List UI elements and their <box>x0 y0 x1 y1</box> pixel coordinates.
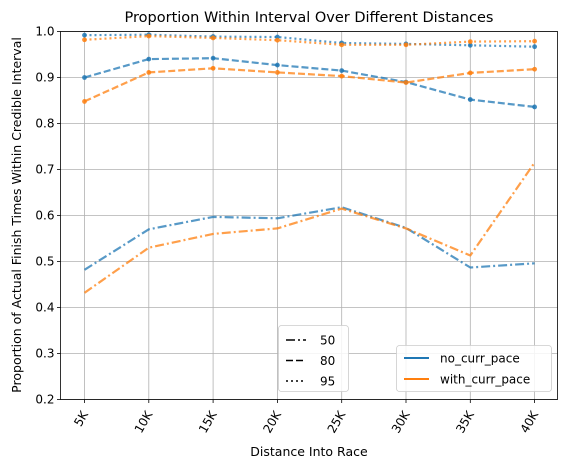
y-axis-label: Proportion of Actual Finish Times Within… <box>9 37 24 393</box>
data-point-with_curr_pace-80 <box>82 99 87 104</box>
y-tick-label: 0.7 <box>35 163 54 177</box>
series-line-with_curr_pace-95 <box>84 34 535 46</box>
data-point-no_curr_pace-80 <box>339 68 345 73</box>
y-tick-label: 0.3 <box>35 347 54 361</box>
data-point-no_curr_pace-95 <box>467 42 473 48</box>
y-tick-label: 0.6 <box>35 209 54 223</box>
data-point-no_curr_pace-80 <box>467 97 473 102</box>
data-point-with_curr_pace-95 <box>339 42 345 48</box>
x-tick-label: 15K <box>196 408 220 436</box>
legend-style-label: 80 <box>320 354 335 368</box>
y-tick-label: 1.0 <box>35 25 54 39</box>
y-tick-label: 0.2 <box>35 393 54 407</box>
data-point-with_curr_pace-95 <box>532 38 537 44</box>
x-axis-label: Distance Into Race <box>250 444 368 459</box>
x-tick-label: 10K <box>132 408 156 436</box>
data-point-with_curr_pace-80 <box>275 70 280 75</box>
y-tick-label: 0.4 <box>35 301 54 315</box>
legend-style-label: 95 <box>320 375 335 389</box>
data-point-with_curr_pace-95 <box>82 37 87 43</box>
data-point-with_curr_pace-95 <box>467 39 473 45</box>
data-point-with_curr_pace-80 <box>532 66 537 72</box>
series-line-with_curr_pace-50 <box>83 161 536 294</box>
legend-color-label: no_curr_pace <box>440 352 520 366</box>
y-tick-label: 0.5 <box>35 255 54 269</box>
data-point-no_curr_pace-95 <box>532 44 537 50</box>
legend-box <box>278 325 349 392</box>
y-tick-label: 0.8 <box>35 117 54 131</box>
data-point-no_curr_pace-80 <box>210 55 216 61</box>
chart-title: Proportion Within Interval Over Differen… <box>125 10 494 26</box>
data-point-no_curr_pace-80 <box>82 75 87 80</box>
data-point-with_curr_pace-95 <box>403 42 409 48</box>
x-tick-label: 30K <box>389 408 413 436</box>
series-line-no_curr_pace-80 <box>84 57 535 108</box>
data-point-no_curr_pace-80 <box>532 104 537 110</box>
x-tick-label: 5K <box>71 408 91 429</box>
plot-series <box>82 32 537 294</box>
data-point-with_curr_pace-95 <box>210 35 216 41</box>
data-point-with_curr_pace-80 <box>210 65 216 71</box>
series-line-with_curr_pace-80 <box>84 67 535 103</box>
data-point-no_curr_pace-80 <box>275 62 280 68</box>
x-tick-label: 25K <box>325 408 349 436</box>
x-tick-label: 40K <box>518 408 542 436</box>
legend-color-label: with_curr_pace <box>440 373 530 387</box>
series-line-no_curr_pace-95 <box>84 33 535 48</box>
data-point-with_curr_pace-80 <box>146 70 152 75</box>
data-point-with_curr_pace-80 <box>467 70 473 76</box>
x-tick-label: 35K <box>453 408 477 436</box>
legend-line-styles: 50 80 95 <box>278 325 349 392</box>
legend-style-label: 50 <box>320 334 335 348</box>
data-point-no_curr_pace-80 <box>146 56 152 62</box>
y-tick-label: 0.9 <box>35 71 54 85</box>
data-point-with_curr_pace-95 <box>146 33 152 39</box>
data-point-with_curr_pace-80 <box>403 80 409 85</box>
series-line-no_curr_pace-50 <box>83 206 535 271</box>
legend-box <box>396 345 552 392</box>
legend-series-colors: no_curr_pace with_curr_pace <box>396 345 552 392</box>
data-point-with_curr_pace-80 <box>339 73 345 79</box>
x-tick-label: 20K <box>260 408 284 436</box>
data-point-no_curr_pace-95 <box>82 32 87 38</box>
data-point-with_curr_pace-95 <box>275 37 280 43</box>
